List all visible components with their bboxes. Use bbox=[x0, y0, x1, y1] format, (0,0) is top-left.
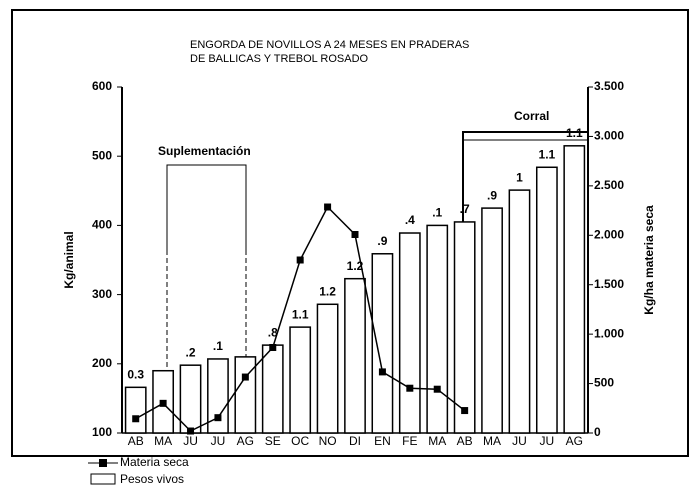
line-marker bbox=[296, 256, 304, 264]
line-marker bbox=[241, 373, 249, 381]
bar-annotation: 1.2 bbox=[319, 284, 336, 298]
y2-axis-label: Kg/ha materia seca bbox=[642, 205, 656, 315]
bar bbox=[535, 166, 558, 434]
y-tick-label: 200 bbox=[92, 356, 112, 370]
bar bbox=[207, 358, 229, 434]
x-tick-label: JU bbox=[183, 434, 198, 448]
y2-tick-label: 1.500 bbox=[594, 277, 624, 291]
line-marker bbox=[406, 384, 414, 392]
bar-annotation: .8 bbox=[268, 325, 278, 339]
x-tick-label: JU bbox=[211, 434, 226, 448]
bar-annotation: .4 bbox=[405, 213, 415, 227]
annotation: Corral bbox=[514, 109, 549, 123]
x-tick-label: AB bbox=[457, 434, 473, 448]
x-tick-label: SE bbox=[265, 434, 281, 448]
bar-annotation: 1.1 bbox=[566, 126, 583, 140]
line-marker bbox=[378, 368, 386, 376]
y-tick-label: 100 bbox=[92, 425, 112, 439]
line-marker bbox=[132, 415, 140, 423]
legend-label: Materia seca bbox=[120, 455, 189, 469]
bar bbox=[563, 145, 586, 434]
frame bbox=[11, 9, 689, 457]
x-tick-label: FE bbox=[402, 434, 417, 448]
y2-tick-label: 3.000 bbox=[594, 129, 624, 143]
line-marker bbox=[433, 385, 441, 393]
suplementacion-bracket bbox=[166, 164, 247, 370]
x-tick-label: DI bbox=[349, 434, 361, 448]
line-marker bbox=[159, 399, 167, 407]
y2-tick-label: 0 bbox=[594, 425, 601, 439]
legend-label: Pesos vivos bbox=[120, 472, 184, 486]
bar-annotation: .9 bbox=[487, 188, 497, 202]
bar-annotation: 0.3 bbox=[127, 367, 144, 381]
bar-annotation: .7 bbox=[460, 202, 470, 216]
y-tick-label: 500 bbox=[92, 148, 112, 162]
x-tick-label: EN bbox=[374, 434, 391, 448]
bar bbox=[453, 221, 476, 434]
x-tick-label: JU bbox=[540, 434, 555, 448]
y2-tick-label: 2.500 bbox=[594, 178, 624, 192]
line-marker bbox=[214, 414, 222, 422]
chart-title: DE BALLICAS Y TREBOL ROSADO bbox=[190, 53, 369, 65]
bar-annotation: .1 bbox=[213, 339, 223, 353]
bar bbox=[398, 232, 421, 434]
x-tick-label: MA bbox=[154, 434, 172, 448]
x-tick-label: NO bbox=[319, 434, 337, 448]
bar bbox=[261, 344, 284, 434]
bar-annotation: 1 bbox=[516, 170, 523, 184]
x-tick-label: MA bbox=[483, 434, 501, 448]
y-tick-label: 400 bbox=[92, 218, 112, 232]
annotation: Suplementación bbox=[158, 144, 251, 158]
legend-marker bbox=[99, 459, 107, 467]
y2-tick-label: 3.500 bbox=[594, 79, 624, 93]
y-tick-label: 600 bbox=[92, 79, 112, 93]
x-tick-label: AB bbox=[128, 434, 144, 448]
line-marker bbox=[461, 407, 469, 415]
x-tick-label: AG bbox=[237, 434, 254, 448]
line-marker bbox=[269, 343, 277, 351]
bar-annotation: 1.1 bbox=[539, 147, 556, 161]
bar bbox=[508, 189, 531, 434]
y-tick-label: 300 bbox=[92, 287, 112, 301]
bar-annotation: .1 bbox=[432, 206, 442, 220]
x-tick-label: MA bbox=[428, 434, 446, 448]
bar bbox=[316, 303, 339, 434]
y2-tick-label: 1.000 bbox=[594, 326, 624, 340]
bar bbox=[234, 356, 257, 434]
x-tick-label: OC bbox=[291, 434, 309, 448]
bar-annotation: .2 bbox=[186, 345, 196, 359]
x-tick-label: AG bbox=[566, 434, 583, 448]
chart-title: ENGORDA DE NOVILLOS A 24 MESES EN PRADER… bbox=[190, 39, 469, 51]
bar-annotation: 1.1 bbox=[292, 307, 309, 321]
bar bbox=[344, 277, 366, 434]
bar bbox=[371, 253, 394, 434]
line-marker bbox=[187, 427, 195, 435]
bar-annotation: .9 bbox=[377, 234, 387, 248]
y2-tick-label: 2.000 bbox=[594, 227, 624, 241]
bar bbox=[289, 326, 312, 434]
bar bbox=[124, 386, 147, 434]
y2-tick-label: 500 bbox=[594, 376, 614, 390]
legend-swatch bbox=[90, 473, 116, 485]
x-tick-label: JU bbox=[512, 434, 527, 448]
bar-annotation: 1.2 bbox=[347, 259, 364, 273]
bar bbox=[426, 224, 449, 434]
y-axis-label: Kg/animal bbox=[62, 231, 76, 288]
line-marker bbox=[324, 203, 332, 211]
line-marker bbox=[351, 230, 359, 238]
bar bbox=[481, 207, 503, 434]
